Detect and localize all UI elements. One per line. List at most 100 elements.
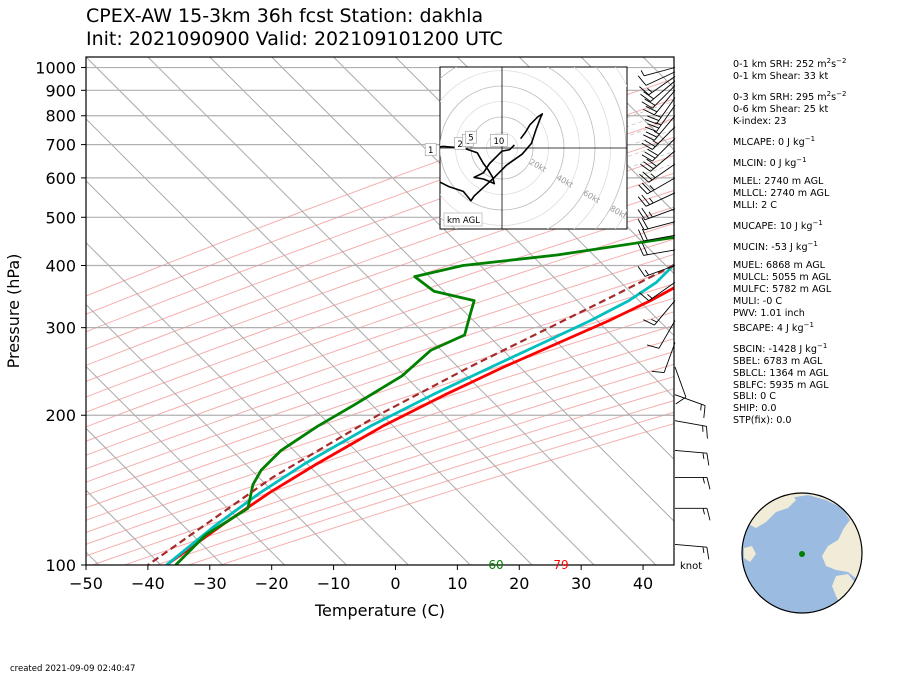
y-tick-label: 900 — [45, 81, 76, 100]
wind-barb — [640, 80, 676, 102]
isotherm — [580, 57, 674, 151]
wind-unit-label: knot — [680, 561, 702, 572]
wind-barb — [674, 420, 708, 439]
stat-text: MULFC: 5782 m AGL — [733, 283, 832, 295]
y-tick-label: 100 — [45, 556, 76, 575]
hodograph-height-box — [465, 130, 477, 144]
dewpoint-profile — [174, 235, 674, 565]
wind-barb — [637, 265, 676, 277]
wind-barbs — [637, 67, 711, 560]
skewt-frame — [85, 56, 675, 566]
x-tick-label: 0 — [390, 574, 400, 593]
x-tick-label: 10 — [447, 574, 467, 593]
stat-line: MUEL: 6868 m AGL — [733, 260, 846, 272]
dry-adiabat — [188, 411, 674, 565]
dry-adiabat — [86, 253, 674, 456]
globe-outline — [741, 492, 863, 614]
created-timestamp: created 2021-09-09 02:40:47 — [10, 664, 136, 674]
dry-adiabat — [86, 268, 674, 470]
stat-superscript: −1 — [796, 156, 807, 164]
stat-text: MULCL: 5055 m AGL — [733, 271, 832, 283]
stat-superscript: −1 — [812, 218, 823, 227]
x-tick-label: −10 — [317, 574, 351, 593]
isotherm — [333, 57, 674, 399]
isotherm — [86, 57, 595, 565]
stat-superscript: −1 — [807, 239, 818, 248]
hodograph-height-label: 2 — [457, 140, 462, 150]
y-tick-label: 200 — [45, 406, 76, 425]
km-agl-box — [443, 212, 483, 227]
stat-line: SBLFC: 5935 m AGL — [733, 380, 846, 392]
sounding-indices-panel: 0-1 km SRH: 252 m2s−2 0-1 km Shear: 33 kt… — [733, 56, 846, 427]
stat-line: 0-3 km SRH: 295 m2s−2 — [733, 89, 846, 104]
stat-line: STP(fix): 0.0 — [733, 415, 846, 427]
stat-text: MLCAPE: 0 J kg — [733, 137, 805, 149]
temperature-profile — [165, 286, 674, 565]
wind-barb — [674, 394, 706, 418]
hodograph-line — [440, 113, 544, 202]
y-tick-label: 400 — [45, 256, 76, 275]
stat-line: MULFC: 5782 m AGL — [733, 284, 846, 296]
wind-barb — [637, 71, 676, 86]
x-tick-label: −40 — [131, 574, 165, 593]
stat-text: PWV: 1.01 inch — [733, 307, 805, 319]
stat-line: MLCIN: 0 J kg−1 — [733, 155, 846, 170]
stat-text: MUCIN: -53 J kg — [733, 242, 808, 254]
isotherm — [86, 303, 347, 565]
stat-unit: s — [831, 59, 837, 71]
stat-text: MULI: -0 C — [733, 295, 783, 307]
stat-line: 0-6 km Shear: 25 kt — [733, 104, 846, 116]
dewpoint-surface-label: 60 — [488, 558, 503, 572]
dry-adiabat — [86, 222, 674, 428]
stat-unit: s — [831, 92, 837, 104]
stat-line: SBCAPE: 4 J kg−1 — [733, 320, 846, 335]
wind-barb — [646, 320, 676, 349]
stat-text: 0-1 km Shear: 33 kt — [733, 71, 829, 83]
station-marker — [799, 551, 805, 557]
stat-line: 0-1 km SRH: 252 m2s−2 — [733, 56, 846, 71]
wind-barb — [638, 177, 676, 195]
stat-text: SBLCL: 1364 m AGL — [733, 367, 829, 379]
stat-superscript: 2 — [826, 57, 832, 65]
stat-line: SBEL: 6783 m AGL — [733, 356, 846, 368]
stat-text: SBLI: 0 C — [733, 391, 776, 403]
stat-text: SBLFC: 5935 m AGL — [733, 379, 829, 391]
x-tick-label: 30 — [571, 574, 591, 593]
wind-barb — [639, 163, 676, 183]
dry-adiabat — [220, 423, 674, 565]
dry-adiabat — [124, 388, 674, 565]
stat-line: SBCIN: -1428 J kg−1 — [733, 341, 846, 356]
isotherm — [147, 57, 657, 565]
isotherm — [86, 180, 471, 565]
stat-text: MLEL: 2740 m AGL — [733, 176, 824, 188]
stat-text: K-index: 23 — [733, 116, 787, 127]
wind-barb — [637, 192, 676, 207]
hodograph-height-labels: 126510 — [424, 130, 508, 156]
stat-line: MLLCL: 2740 m AGL — [733, 188, 846, 200]
wetbulb-profile — [165, 263, 674, 565]
chart-title: CPEX-AW 15-3km 36h fcst Station: dakhla — [86, 5, 484, 27]
wind-barb — [640, 67, 676, 77]
wind-barb — [643, 90, 676, 116]
dry-adiabat — [86, 324, 674, 521]
x-tick-label: 20 — [509, 574, 529, 593]
x-tick-label: 40 — [633, 574, 653, 593]
stat-text: 0-6 km Shear: 25 kt — [733, 104, 829, 116]
stat-text: SHIP: 0.0 — [733, 403, 777, 415]
dry-adiabat — [86, 238, 674, 442]
isotherm — [86, 118, 533, 565]
stat-superscript: −1 — [816, 341, 828, 350]
stat-text: SBCIN: -1428 J kg — [733, 343, 817, 355]
skewt-profiles — [147, 235, 674, 565]
dry-adiabat — [86, 206, 674, 413]
dry-adiabat — [86, 351, 674, 545]
y-tick-label: 700 — [45, 136, 76, 155]
stat-line: 0-1 km Shear: 33 kt — [733, 71, 846, 83]
x-tick-label: −50 — [69, 574, 103, 593]
stat-line: MUCAPE: 10 J kg−1 — [733, 218, 846, 233]
moist-adiabat — [883, 68, 906, 178]
x-tick-label: −30 — [193, 574, 227, 593]
mixing-ratio-line — [864, 68, 906, 178]
wind-barb — [640, 150, 676, 172]
